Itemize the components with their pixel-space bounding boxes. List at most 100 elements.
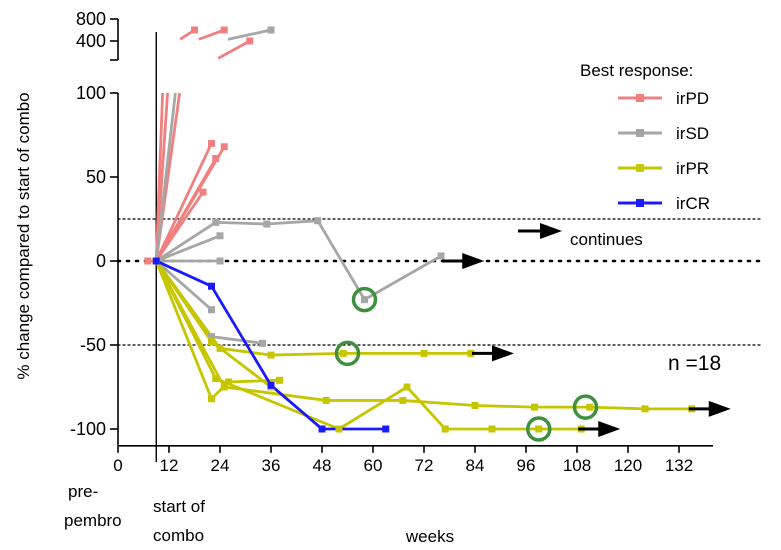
point-irPR: [216, 344, 224, 352]
point-irSD: [212, 218, 220, 226]
markers-group: [144, 26, 696, 433]
series-line-irCR: [155, 259, 213, 288]
legend-label-irSD: irSD: [676, 124, 709, 143]
legend-title: Best response:: [580, 61, 693, 80]
point-irPR: [420, 349, 428, 357]
highlight-circle: [334, 340, 361, 367]
legend-marker-irCR: [636, 199, 644, 207]
point-irPR: [335, 425, 343, 433]
point-irCR: [267, 381, 275, 389]
x-axis-title: weeks: [405, 527, 454, 546]
legend-label-irCR: irCR: [676, 194, 710, 213]
point-irPD: [208, 139, 215, 147]
series-line-irSD: [363, 254, 442, 301]
point-irSD: [267, 26, 275, 34]
series-group: [147, 28, 692, 431]
point-irPD: [199, 188, 207, 196]
point-irPD: [220, 143, 228, 151]
continues-arrow-head: [462, 253, 485, 269]
series-line-irCR: [210, 285, 273, 387]
point-irPR: [267, 351, 275, 359]
highlight-circle: [351, 286, 378, 313]
point-irPR: [471, 401, 479, 409]
series-line-irPR: [154, 260, 213, 400]
point-irCR: [382, 425, 390, 433]
series-line-irPR: [228, 378, 280, 384]
x-tick-label: 96: [517, 456, 536, 475]
x-tick-label: 0: [113, 456, 122, 475]
legend: irPD irSD irPR irCR: [618, 89, 710, 213]
legend-marker-irPR: [636, 164, 644, 172]
point-irPR: [467, 349, 475, 357]
axes: 0 12 24 36 48 60 72 84 96 108 120 132 -100 -50 0 50 100 4…: [70, 9, 713, 475]
point-irPR: [531, 403, 538, 411]
x-tick-label: 132: [665, 456, 693, 475]
series-line-irSD: [266, 219, 318, 226]
x-annotation-pre-pembro: pre-: [68, 482, 98, 501]
series-line-irPR: [402, 399, 476, 407]
x-tick-label: 48: [313, 456, 332, 475]
reference-lines: [116, 218, 762, 346]
point-irPR: [586, 403, 594, 411]
x-tick-label: 108: [563, 456, 591, 475]
x-tick-label: 12: [160, 456, 179, 475]
highlight-circle: [526, 416, 552, 442]
series-line-irSD: [155, 234, 221, 263]
y-axis-title: % change compared to start of combo: [14, 92, 33, 379]
point-irPR: [535, 425, 543, 433]
legend-marker-irSD: [636, 129, 644, 137]
point-irPR: [212, 375, 220, 383]
x-tick-label: 120: [614, 456, 642, 475]
series-line-irSD: [155, 221, 217, 263]
point-irPD: [212, 155, 220, 163]
continues-arrow-head: [492, 345, 514, 362]
point-irPD: [144, 257, 152, 265]
point-irCR: [318, 425, 326, 433]
point-irPR: [208, 338, 215, 346]
series-line-irPD: [155, 191, 205, 262]
series-line-irSD: [211, 335, 263, 345]
x-tick-label: 72: [415, 456, 434, 475]
x-tick-label: 24: [211, 456, 230, 475]
series-line-irPR: [155, 260, 213, 343]
point-irPR: [225, 378, 232, 386]
n-label: n =18: [668, 352, 721, 375]
point-irSD: [361, 296, 368, 304]
legend-label-irPD: irPD: [676, 89, 709, 108]
point-irSD: [263, 220, 271, 228]
point-irCR: [152, 257, 160, 265]
continues-legend-arrow-head: [540, 223, 562, 239]
y-tick-label: -100: [70, 419, 106, 439]
point-irPR: [399, 396, 407, 404]
series-line-irPD: [198, 28, 225, 41]
point-irSD: [208, 333, 215, 341]
point-irPD: [246, 37, 254, 45]
y-tick-label: 400: [76, 31, 106, 51]
y-tick-label: 50: [86, 167, 106, 187]
series-line-irSD: [227, 28, 272, 41]
x-tick-label: 36: [262, 456, 281, 475]
point-irSD: [259, 339, 266, 347]
point-irPD: [220, 26, 228, 34]
point-irSD: [314, 217, 322, 225]
continues-label: continues: [570, 230, 643, 249]
point-irPR: [339, 349, 347, 357]
legend-label-irPR: irPR: [676, 159, 709, 178]
point-irSD: [216, 257, 224, 265]
continues-arrow-head: [598, 421, 621, 437]
highlight-circle: [572, 394, 599, 420]
series-line-irSD: [316, 219, 366, 301]
point-irPR: [488, 425, 496, 433]
point-irPR: [220, 383, 228, 391]
y-tick-label: 0: [96, 251, 106, 271]
point-irPR: [208, 395, 215, 403]
x-annotation-start-of-combo-2: combo: [153, 526, 204, 545]
series-line-irPR: [405, 386, 447, 430]
point-irCR: [208, 282, 215, 290]
x-tick-label: 60: [364, 456, 383, 475]
series-line-irSD: [155, 259, 213, 311]
y-tick-label: -50: [80, 335, 106, 355]
series-line-irPR: [155, 260, 217, 380]
point-irPR: [441, 425, 449, 433]
